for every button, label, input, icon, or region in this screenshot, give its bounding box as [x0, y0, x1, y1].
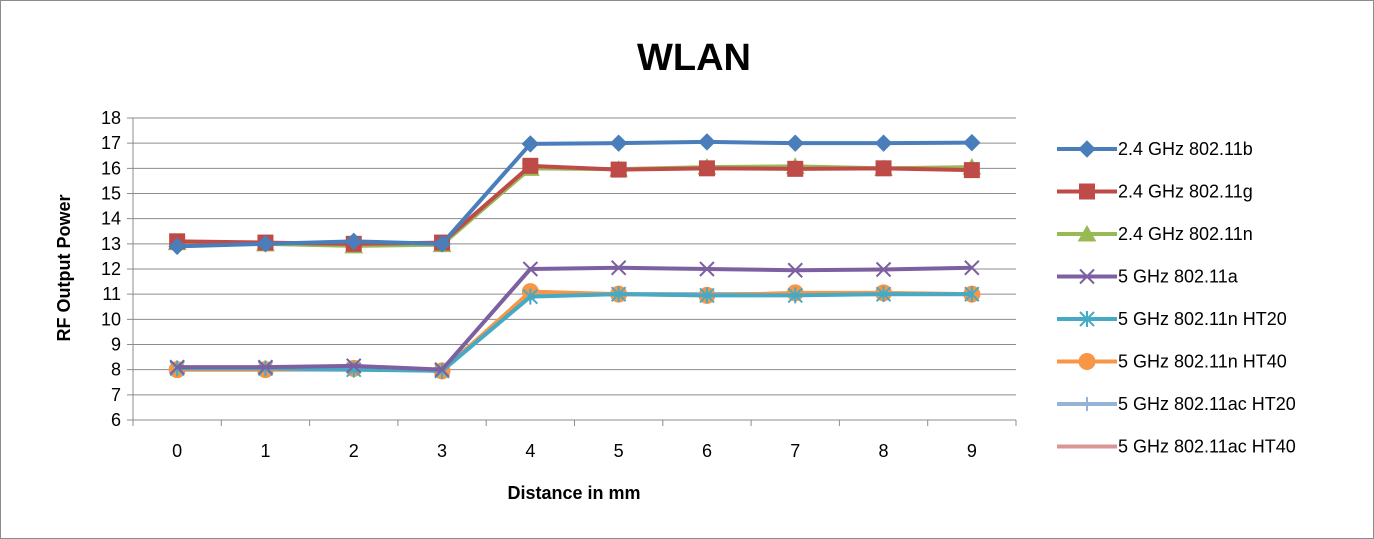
y-tick-label: 11: [102, 284, 121, 304]
y-tick-label: 8: [111, 360, 121, 380]
legend-entry: 5 GHz 802.11ac HT20: [1057, 394, 1296, 414]
data-point: [964, 260, 980, 276]
legend-marker: [1078, 353, 1096, 370]
x-tick-label: 4: [525, 441, 535, 461]
data-point: [610, 161, 627, 178]
y-axis-title: RF Output Power: [54, 195, 74, 342]
data-point: [787, 262, 803, 278]
x-tick-label: 9: [967, 441, 977, 461]
y-tick-label: 13: [101, 234, 121, 254]
legend-marker: [1080, 397, 1094, 411]
y-tick-label: 7: [111, 385, 121, 405]
data-point: [522, 157, 539, 174]
legend-marker: [1079, 311, 1095, 327]
legend-label: 2.4 GHz 802.11b: [1118, 139, 1253, 159]
data-point: [610, 286, 627, 303]
series-line: [177, 265, 972, 372]
data-point: [699, 287, 715, 304]
x-tick-label: 3: [437, 441, 447, 461]
x-tick-label: 0: [172, 441, 182, 461]
legend-entry: 5 GHz 802.11n HT40: [1057, 352, 1287, 372]
y-tick-label: 15: [101, 184, 121, 204]
x-tick-label: 8: [879, 441, 889, 461]
data-point: [787, 160, 804, 177]
data-point: [345, 232, 363, 251]
legend-marker: [1079, 183, 1095, 200]
data-point: [786, 134, 804, 152]
data-point: [256, 235, 275, 253]
data-point: [963, 162, 980, 179]
y-tick-label: 6: [111, 410, 121, 430]
series-4: [169, 286, 980, 379]
data-point: [522, 288, 539, 305]
data-point: [787, 287, 803, 304]
chart-title: WLAN: [637, 37, 751, 79]
series-line: [177, 292, 972, 373]
legend-entry: 5 GHz 802.11a: [1057, 267, 1239, 287]
y-tick-label: 12: [101, 259, 121, 279]
data-point: [257, 359, 274, 375]
data-point: [874, 134, 893, 152]
series-line: [177, 139, 972, 249]
legend-marker: [1078, 140, 1096, 158]
y-tick-label: 10: [101, 309, 121, 329]
legend-label: 5 GHz 802.11n HT40: [1118, 352, 1287, 372]
y-tick-label: 18: [101, 108, 121, 128]
data-point: [609, 134, 628, 152]
legend-marker: [1077, 224, 1097, 242]
legend-entry: 2.4 GHz 802.11b: [1057, 139, 1253, 159]
data-point: [699, 261, 715, 277]
y-tick-label: 14: [101, 209, 121, 229]
legend-label: 5 GHz 802.11a: [1118, 267, 1239, 287]
data-point: [964, 286, 980, 303]
data-point: [875, 160, 892, 177]
y-tick-label: 17: [101, 133, 121, 153]
legend-entry: 5 GHz 802.11n HT20: [1057, 309, 1287, 329]
x-tick-label: 2: [349, 441, 359, 461]
data-point: [434, 361, 450, 378]
series-3: [169, 260, 980, 378]
y-tick-label: 9: [111, 335, 121, 355]
x-tick-label: 7: [790, 441, 800, 461]
data-point: [346, 358, 362, 374]
legend-entry: 5 GHz 802.11ac HT40: [1057, 437, 1296, 457]
data-point: [963, 133, 981, 152]
x-tick-label: 1: [260, 441, 270, 461]
legend-label: 2.4 GHz 802.11n: [1118, 224, 1253, 244]
data-point: [522, 261, 539, 277]
legend-label: 5 GHz 802.11n HT20: [1118, 309, 1287, 329]
x-tick-label: 5: [614, 441, 624, 461]
data-point: [698, 160, 715, 177]
legend-entry: 2.4 GHz 802.11n: [1057, 224, 1253, 244]
y-tick-label: 16: [101, 158, 121, 178]
x-axis-title: Distance in mm: [507, 483, 640, 503]
series-lines: [167, 133, 982, 380]
data-point: [698, 133, 716, 151]
legend-label: 5 GHz 802.11ac HT20: [1118, 394, 1296, 414]
data-point: [875, 286, 892, 303]
data-point: [433, 235, 451, 253]
data-point: [875, 261, 892, 278]
data-point: [168, 237, 186, 256]
legend-entry: 2.4 GHz 802.11g: [1057, 182, 1253, 202]
legend-marker: [1079, 268, 1095, 285]
data-point: [169, 359, 185, 375]
legend-label: 2.4 GHz 802.11g: [1118, 182, 1253, 202]
x-tick-label: 6: [702, 441, 712, 461]
data-point: [521, 135, 540, 153]
legend: 2.4 GHz 802.11b 2.4 GHz 802.11g 2.4 GHz 80…: [1057, 139, 1296, 457]
series-0: [168, 133, 981, 256]
data-point: [610, 260, 627, 276]
legend-label: 5 GHz 802.11ac HT40: [1118, 437, 1296, 457]
